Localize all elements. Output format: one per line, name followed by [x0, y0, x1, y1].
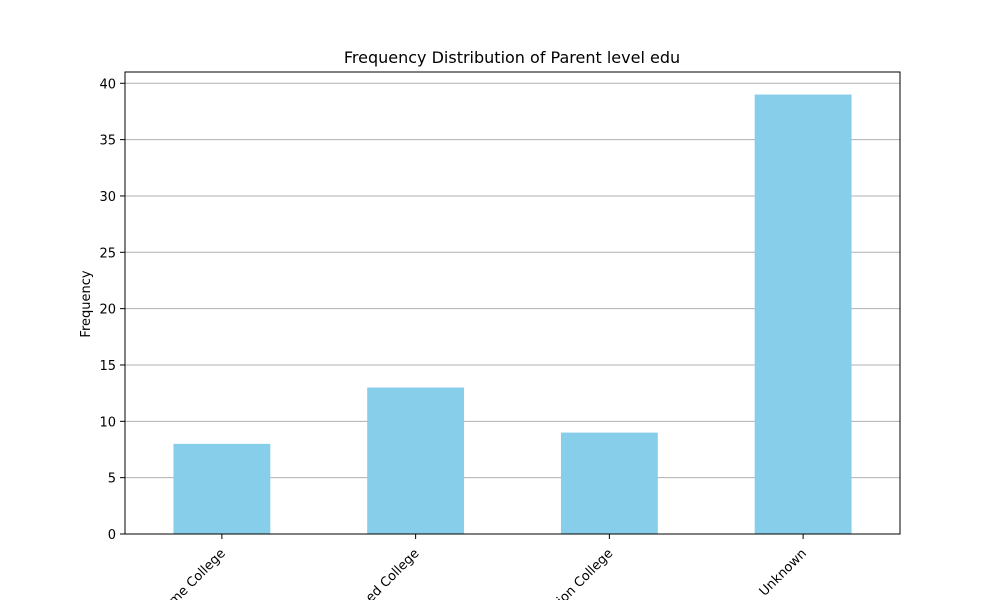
y-tick-label: 20	[99, 303, 116, 318]
x-tick-label: me College	[166, 546, 228, 600]
y-tick-label: 0	[108, 528, 116, 543]
bar	[560, 432, 658, 534]
y-tick-label: 40	[99, 77, 116, 92]
y-tick-label: 15	[99, 359, 116, 374]
y-tick-label: 10	[99, 415, 116, 430]
y-axis-label: Frequency	[79, 270, 94, 337]
y-axis-ticks: 0 5 10 15 20 25 30 35 40	[99, 77, 125, 543]
bar	[173, 443, 271, 534]
y-tick-label: 25	[99, 246, 116, 261]
x-tick-label: Unknown	[757, 546, 810, 599]
chart-title: Frequency Distribution of Parent level e…	[344, 48, 680, 67]
y-tick-label: 35	[99, 134, 116, 149]
x-tick-label: ed College	[363, 546, 422, 600]
x-tick-label: ion College	[554, 546, 616, 600]
plot-area-frame	[124, 71, 901, 535]
bar	[367, 387, 465, 534]
gridlines	[125, 82, 900, 479]
bars	[173, 94, 852, 534]
y-tick-label: 5	[108, 472, 116, 487]
y-tick-label: 30	[99, 190, 116, 205]
bar	[754, 94, 852, 534]
x-axis-ticks: me College ed College ion College Unknown	[166, 534, 810, 600]
